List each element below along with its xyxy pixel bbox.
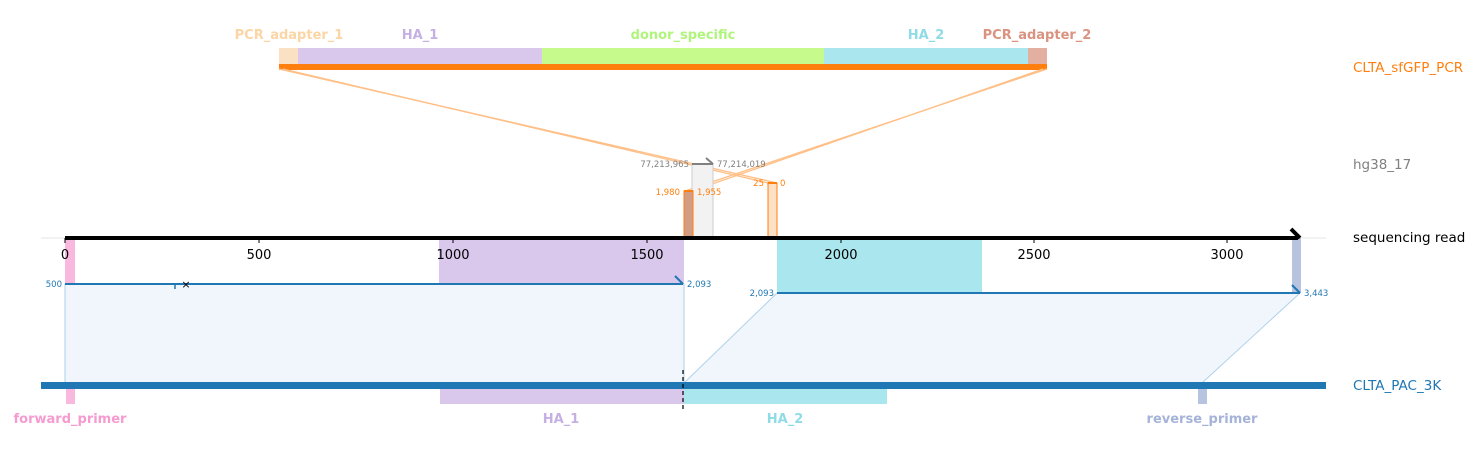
feature-top-ha-1 [298,48,542,65]
sequencing-read-arrow-icon [1289,227,1302,240]
top-feature-label: PCR_adapter_1 [235,28,344,43]
bottom-a-end-label: 2,093 [687,280,711,290]
feature-pcr-adapter-1 [279,48,298,65]
donor-alignment-a-shade [683,190,694,239]
bottom-alignment-b-shade [682,292,1302,384]
axis-tick-label: 2500 [1017,248,1050,263]
donor-alignment-b-shade [767,182,778,239]
top-connector-lines [278,68,1048,192]
top-feature-label: HA_2 [908,28,945,43]
bottom-read: forward_primer HA_1 HA_2 reverse_primer [14,370,1326,427]
bottom-alignment-a-arrow-icon [674,275,684,285]
top-feature-label: PCR_adapter_2 [983,28,1092,43]
donor-b-end-label: 0 [780,179,785,189]
bottom-ha-2 [684,386,887,404]
axis-tick-label: 3000 [1210,248,1243,263]
bottom-read-label: CLTA_PAC_3K [1353,378,1442,394]
donor-alignment-b: 25 0 [753,179,785,239]
read-labels: CLTA_sfGFP_PCR hg38_17 sequencing read C… [1353,60,1465,394]
genome-shade [691,163,714,239]
feature-top-ha-2 [824,48,1028,65]
bottom-feature-label: forward_primer [14,412,128,427]
donor-a-start-label: 1,980 [656,188,680,198]
axis-tick-label: 0 [61,248,69,263]
genome-read-label: hg38_17 [1353,157,1411,173]
bottom-b-end-label: 3,443 [1304,289,1328,299]
bottom-alignment-a-shade [64,283,685,384]
axis-tick-label: 2000 [824,248,857,263]
donor-b-start-label: 25 [753,179,764,189]
feature-pcr-adapter-2 [1028,48,1047,65]
axis-tick-label: 500 [247,248,272,263]
axis-ticks: 0 500 1000 1500 2000 2500 3000 [61,238,1244,263]
genome-alignment: 77,213,965 77,214,019 [640,157,766,239]
sequencing-ha-2-shade [777,238,982,293]
genome-end-label: 77,214,019 [717,160,766,170]
bottom-feature-label: HA_1 [543,412,580,427]
sequencing-read-label: sequencing read [1353,230,1465,246]
sequencing-forward-primer-shade [65,238,75,284]
top-read-label: CLTA_sfGFP_PCR [1353,60,1463,76]
bottom-feature-label: reverse_primer [1147,412,1259,427]
mismatch-marker: × [181,278,190,291]
bottom-feature-label: HA_2 [767,412,804,427]
bottom-forward-primer [66,386,75,404]
bottom-alignment-a: × 500 2,093 [46,275,711,384]
top-read-bar [279,64,1047,70]
genome-arrow-icon [705,157,714,165]
top-feature-label: donor_specific [631,28,736,43]
bottom-reverse-primer [1198,386,1207,404]
bottom-alignment-b-arrow-icon [1291,284,1301,294]
sequencing-reverse-primer-shade [1292,238,1301,293]
sequencing-read: 0 500 1000 1500 2000 2500 3000 [41,227,1326,293]
top-read: PCR_adapter_1 HA_1 donor_specific HA_2 P… [235,28,1092,70]
axis-tick-label: 1500 [630,248,663,263]
genome-start-label: 77,213,965 [640,160,689,170]
axis-tick-label: 1000 [436,248,469,263]
bottom-ha-1 [440,386,684,404]
top-feature-label: HA_1 [402,28,439,43]
donor-a-end-label: 1,955 [697,188,721,198]
bottom-alignment-b: 2,093 3,443 [682,284,1328,384]
bottom-a-start-label: 500 [46,280,62,290]
feature-donor-specific [542,48,824,65]
bottom-b-start-label: 2,093 [750,289,774,299]
sequencing-ha-1-shade [439,238,684,284]
